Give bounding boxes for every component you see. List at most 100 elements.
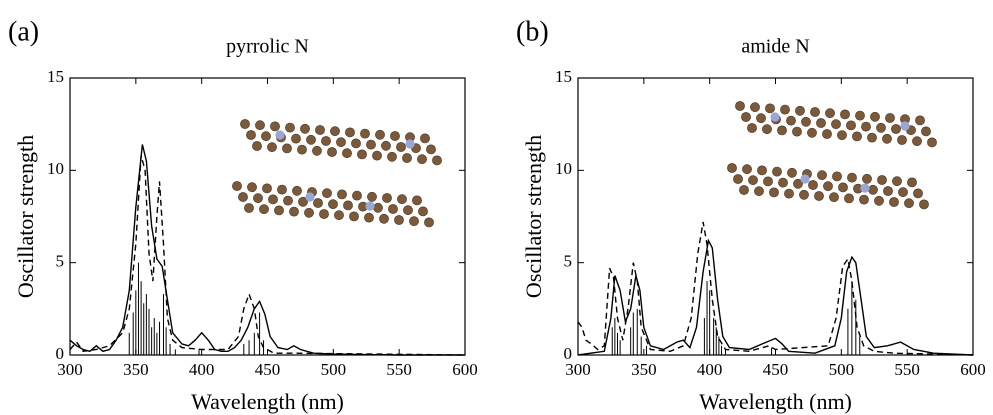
molecule-atom (375, 130, 384, 139)
molecule-atom (402, 153, 411, 162)
molecule-atom (306, 135, 315, 144)
molecule-atom (816, 118, 825, 127)
molecule-atom (799, 190, 808, 199)
molecule-atom (874, 196, 883, 205)
molecule-atom (351, 139, 360, 148)
y-tick-label: 10 (555, 159, 572, 178)
y-tick-label: 5 (56, 252, 65, 271)
molecule-atom (268, 195, 277, 204)
molecule-atom (921, 127, 930, 136)
molecule-atom (769, 188, 778, 197)
molecule-atom (373, 203, 382, 212)
molecule-atom (757, 166, 766, 175)
molecule-atom (244, 203, 253, 212)
molecule-atom (305, 192, 314, 201)
molecule-atom (837, 131, 846, 140)
molecule-atom (381, 141, 390, 150)
molecule-atom (891, 124, 900, 133)
molecule-atom (262, 184, 271, 193)
molecule-atom (747, 123, 756, 132)
molecule-atom (877, 175, 886, 184)
molecule-atom (252, 141, 261, 150)
molecule-atom (727, 163, 736, 172)
molecule-atom (889, 197, 898, 206)
molecule-atom (409, 217, 418, 226)
molecule-atom (780, 105, 789, 114)
molecule-atom (927, 138, 936, 147)
molecule-atom (246, 130, 255, 139)
molecule-atom (829, 193, 838, 202)
molecule-atom (748, 176, 757, 185)
molecule-atom (426, 145, 435, 154)
molecule-atom (733, 174, 742, 183)
molecule-atom (801, 117, 810, 126)
molecule-atom (861, 122, 870, 131)
molecule-atom (772, 167, 781, 176)
molecule-atom (900, 121, 909, 130)
molecule-atom (312, 146, 321, 155)
x-tick-label: 550 (386, 360, 412, 379)
molecule-atom (379, 214, 388, 223)
molecule-atom (860, 183, 869, 192)
molecule-atom (253, 194, 262, 203)
panel-label: (b) (516, 16, 549, 47)
y-axis-label: Oscillator strength (521, 135, 546, 298)
molecule-atom (897, 135, 906, 144)
x-tick-label: 500 (321, 360, 347, 379)
molecule-atom (862, 174, 871, 183)
molecule-atom (915, 116, 924, 125)
molecule-atom (832, 172, 841, 181)
molecule-atom (885, 113, 894, 122)
molecule-atom (742, 165, 751, 174)
molecule-atom (403, 206, 412, 215)
molecule-atom (763, 177, 772, 186)
molecule-atom (814, 191, 823, 200)
molecule-atom (870, 112, 879, 121)
molecule-atom (291, 134, 300, 143)
molecule-atom (784, 189, 793, 198)
molecule-atom (735, 101, 744, 110)
molecule-atom (754, 187, 763, 196)
molecule-atom (792, 127, 801, 136)
molecule-atom (300, 124, 309, 133)
molecule-atom (345, 128, 354, 137)
molecule-atom (424, 218, 433, 227)
molecule-atom (808, 180, 817, 189)
molecule-atom (315, 125, 324, 134)
molecule-atom (367, 192, 376, 201)
molecule-atom (387, 152, 396, 161)
molecule-atom (859, 195, 868, 204)
molecule-atom (739, 185, 748, 194)
molecule-atom (919, 200, 928, 209)
y-tick-label: 10 (47, 159, 64, 178)
molecule-atom (418, 207, 427, 216)
molecule-atom (328, 200, 337, 209)
molecule-atom (319, 209, 328, 218)
x-tick-label: 600 (452, 360, 478, 379)
molecule-atom (259, 205, 268, 214)
molecule-atom (405, 139, 414, 148)
molecule-atom (382, 193, 391, 202)
molecule-atom (261, 132, 270, 141)
molecule-atom (321, 136, 330, 145)
molecule-atom (762, 125, 771, 134)
molecule-atom (240, 119, 249, 128)
x-tick-label: 500 (829, 360, 855, 379)
x-tick-label: 600 (960, 360, 986, 379)
molecule-atom (907, 178, 916, 187)
molecule-atom (282, 144, 291, 153)
molecule-atom (855, 111, 864, 120)
molecule-atom (417, 155, 426, 164)
y-axis-label: Oscillator strength (13, 135, 38, 298)
molecule-atom (867, 133, 876, 142)
molecule-atom (388, 204, 397, 213)
molecule-atom (390, 131, 399, 140)
molecule-atom (844, 194, 853, 203)
x-axis-label: Wavelength (nm) (191, 389, 344, 414)
molecule-atom (777, 126, 786, 135)
molecule-atom (255, 121, 264, 130)
molecule-atom (756, 114, 765, 123)
molecule-atom (274, 206, 283, 215)
molecule-atom (795, 106, 804, 115)
molecule-atom (232, 181, 241, 190)
